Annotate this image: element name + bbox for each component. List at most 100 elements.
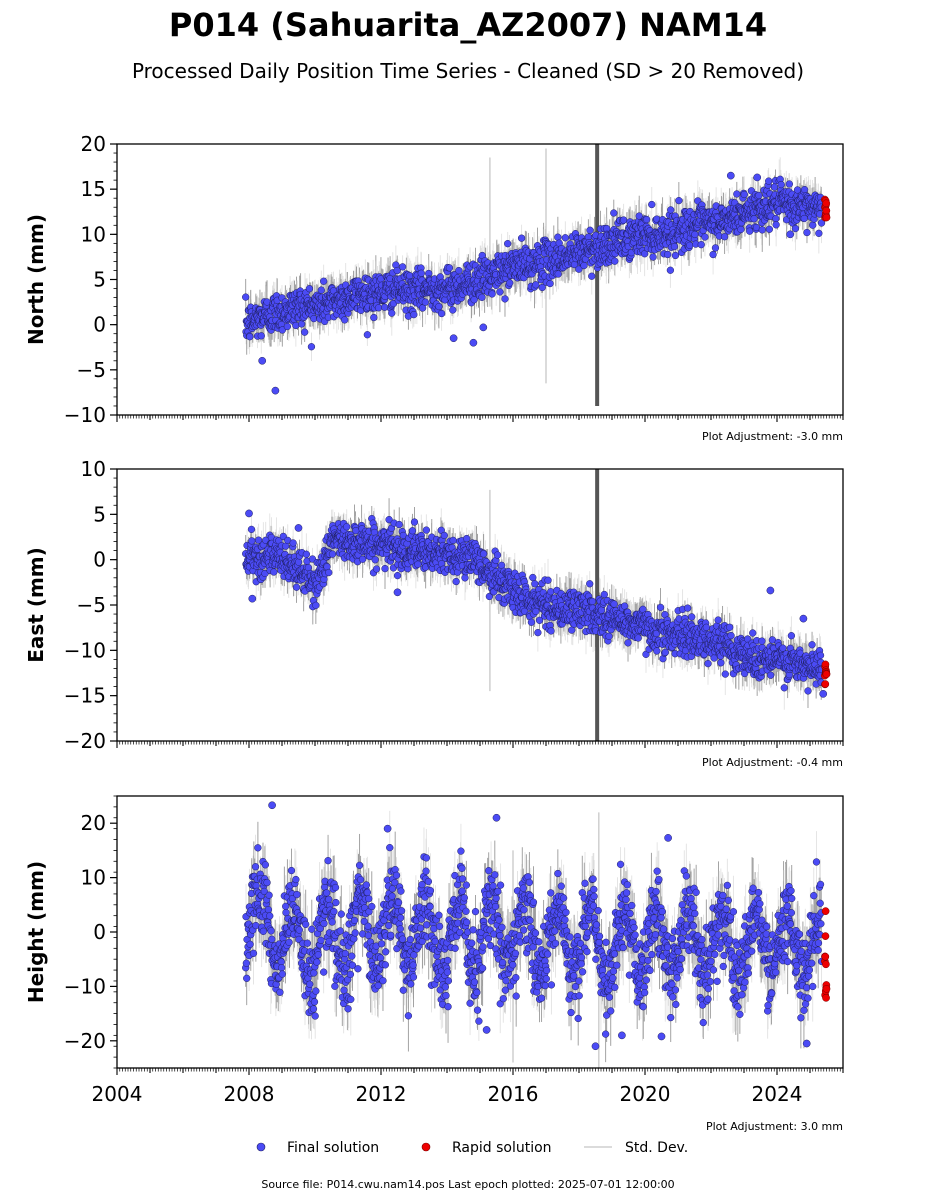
north-final-point <box>686 241 694 249</box>
north-final-point <box>283 322 292 331</box>
north-final-solution-series <box>242 171 826 395</box>
north-final-point <box>258 356 267 365</box>
north-final-point <box>750 215 758 223</box>
north-final-point <box>301 328 309 336</box>
north-final-point <box>370 313 378 322</box>
north-final-point <box>341 316 349 324</box>
north-final-point <box>666 266 675 274</box>
north-plot-adjustment: Plot Adjustment: -3.0 mm <box>702 430 843 443</box>
north-final-point <box>538 283 546 292</box>
north-final-point <box>809 221 817 229</box>
north-final-point <box>410 310 418 319</box>
north-final-point <box>611 257 619 265</box>
north-final-point <box>664 250 672 259</box>
north-final-point <box>506 279 514 287</box>
north-final-point <box>709 250 717 259</box>
north-final-point <box>701 233 709 241</box>
north-final-point <box>575 265 583 273</box>
north-final-point <box>643 215 651 224</box>
north-final-point <box>675 196 683 205</box>
north-final-point <box>417 269 425 277</box>
north-final-point <box>755 191 763 200</box>
north-y-axis-label: North (mm) <box>24 214 48 345</box>
north-y-tick-label: 10 <box>81 222 106 246</box>
north-y-tick-label: −5 <box>77 358 106 382</box>
north-final-point <box>532 281 540 289</box>
north-final-point <box>297 320 306 328</box>
north-final-point <box>777 180 785 189</box>
north-final-point <box>242 293 250 301</box>
north-final-point <box>610 209 618 217</box>
north-final-point <box>398 263 407 271</box>
north-final-point <box>740 190 748 199</box>
north-final-point <box>753 173 762 182</box>
north-final-point <box>588 272 596 280</box>
north-final-point <box>554 233 562 241</box>
north-final-point <box>496 288 504 296</box>
north-y-tick-label: 5 <box>93 268 106 292</box>
north-final-point <box>586 226 594 234</box>
north-final-point <box>733 190 741 198</box>
north-final-point <box>278 326 286 334</box>
north-x-axis <box>116 415 844 422</box>
north-final-point <box>765 177 773 185</box>
north-final-point <box>785 180 794 188</box>
north-final-point <box>817 219 826 227</box>
north-final-point <box>667 206 675 214</box>
north-final-point <box>670 242 679 251</box>
north-final-point <box>257 332 265 340</box>
north-final-point <box>649 253 657 261</box>
north-final-point <box>307 343 316 351</box>
north-y-tick-label: 0 <box>93 313 106 337</box>
north-y-tick-label: 20 <box>81 132 106 156</box>
north-final-point <box>720 233 729 241</box>
north-final-point <box>504 240 512 248</box>
figure-title: P014 (Sahuarita_AZ2007) NAM14 <box>169 6 767 44</box>
north-panel: −10 −5 0 5 10 15 20 North (mm) Plot Adjustment: … <box>24 132 844 443</box>
north-final-point <box>619 216 628 224</box>
north-rapid-solution-series <box>821 195 831 222</box>
north-final-point <box>449 306 457 314</box>
north-final-point <box>580 261 588 270</box>
north-rapid-point <box>822 206 831 215</box>
north-final-point <box>374 304 383 312</box>
north-final-point <box>691 230 699 239</box>
north-y-tick-label: −10 <box>64 403 106 427</box>
north-final-point <box>381 303 389 311</box>
north-final-point <box>517 234 526 242</box>
north-y-axis: −10 −5 0 5 10 15 20 North (mm) <box>24 132 117 427</box>
north-final-point <box>648 200 656 209</box>
north-final-point <box>554 270 562 278</box>
north-final-point <box>393 266 401 275</box>
figure-subtitle: Processed Daily Position Time Series - C… <box>132 59 804 83</box>
north-final-point <box>726 171 735 180</box>
north-final-point <box>363 331 372 339</box>
north-final-point <box>765 225 774 233</box>
north-final-point <box>697 241 705 249</box>
north-final-point <box>772 221 780 229</box>
north-final-point <box>455 266 463 275</box>
north-final-point <box>388 309 396 317</box>
north-final-point <box>449 334 458 343</box>
north-final-point <box>546 279 554 288</box>
north-final-point <box>478 293 486 301</box>
north-final-point <box>469 338 478 347</box>
north-final-point <box>445 264 454 272</box>
north-final-point <box>770 183 779 191</box>
north-final-point <box>640 250 649 258</box>
north-final-point <box>437 309 446 318</box>
north-final-point <box>263 298 271 306</box>
north-final-point <box>791 224 800 233</box>
north-final-point <box>711 244 720 252</box>
north-final-point <box>317 286 325 294</box>
north-rapid-point <box>822 199 831 208</box>
north-final-point <box>635 212 643 220</box>
north-y-tick-label: 15 <box>81 177 106 201</box>
north-final-point <box>671 251 680 260</box>
north-final-point <box>501 295 509 303</box>
north-final-point <box>561 234 569 242</box>
north-final-point <box>435 302 443 311</box>
north-final-point <box>271 386 280 395</box>
